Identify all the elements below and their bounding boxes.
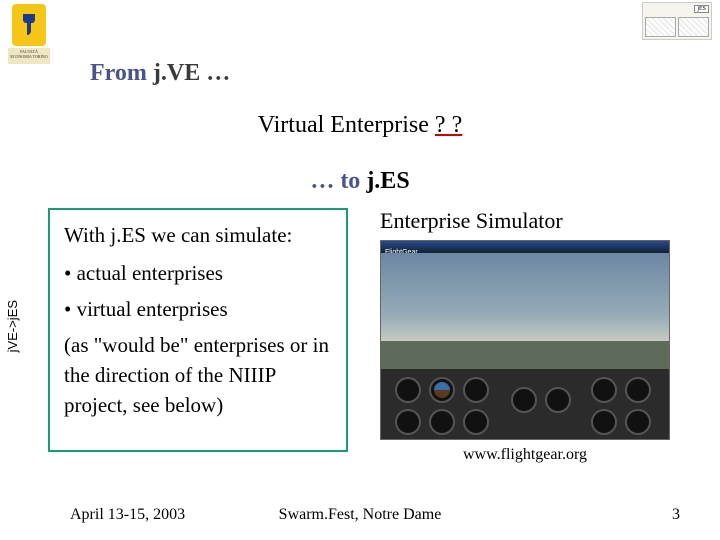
gauge-icon (429, 409, 455, 435)
shield-icon (12, 4, 46, 46)
logo-plaque-text: FACOLTÀ ECONOMIA TORINO (8, 48, 50, 64)
from-name: j.VE … (153, 60, 230, 86)
logo-jes: jES (642, 2, 712, 40)
gauge-icon (463, 409, 489, 435)
box-bullet-2: • virtual enterprises (64, 294, 332, 324)
gauge-icon (545, 387, 571, 413)
title-to: … to j.ES (0, 168, 720, 195)
box-bullet-1: • actual enterprises (64, 258, 332, 288)
virtual-enterprise-line: Virtual Enterprise ? ? (0, 112, 720, 139)
gauge-icon (591, 377, 617, 403)
gauge-icon (429, 377, 455, 403)
to-prefix: … to (310, 168, 366, 194)
gauge-icon (395, 377, 421, 403)
virtual-text: Virtual Enterprise (258, 112, 435, 138)
footer: April 13-15, 2003 Swarm.Fest, Notre Dame… (0, 506, 720, 526)
simulator-title: Enterprise Simulator (380, 208, 690, 234)
footer-page: 3 (672, 506, 680, 524)
box-lead: With j.ES we can simulate: (64, 220, 332, 250)
screenshot-sky (381, 253, 669, 341)
logo-faculty: FACOLTÀ ECONOMIA TORINO (8, 4, 50, 64)
footer-venue: Swarm.Fest, Notre Dame (0, 506, 720, 524)
gauge-icon (591, 409, 617, 435)
box-paren: (as "would be" enterprises or in the dir… (64, 330, 332, 420)
gauge-icon (511, 387, 537, 413)
gauge-icon (625, 377, 651, 403)
virtual-question: ? ? (435, 112, 462, 138)
gauge-icon (463, 377, 489, 403)
slide: FACOLTÀ ECONOMIA TORINO jES From j.VE … … (0, 0, 720, 540)
simulator-area: Enterprise Simulator FlightGear www.flig… (380, 208, 690, 464)
cockpit-panel (381, 369, 669, 439)
title-from: From j.VE … (90, 60, 230, 87)
content-box: With j.ES we can simulate: • actual ente… (48, 208, 348, 452)
side-label: jVE->jES (5, 300, 20, 352)
simulator-link: www.flightgear.org (380, 446, 670, 464)
gauge-icon (625, 409, 651, 435)
flightgear-screenshot: FlightGear (380, 240, 670, 440)
screenshot-titlebar: FlightGear (381, 241, 669, 253)
logo-jes-tag: jES (694, 5, 709, 13)
to-name: j.ES (366, 168, 409, 194)
gauge-icon (395, 409, 421, 435)
from-prefix: From (90, 60, 153, 86)
